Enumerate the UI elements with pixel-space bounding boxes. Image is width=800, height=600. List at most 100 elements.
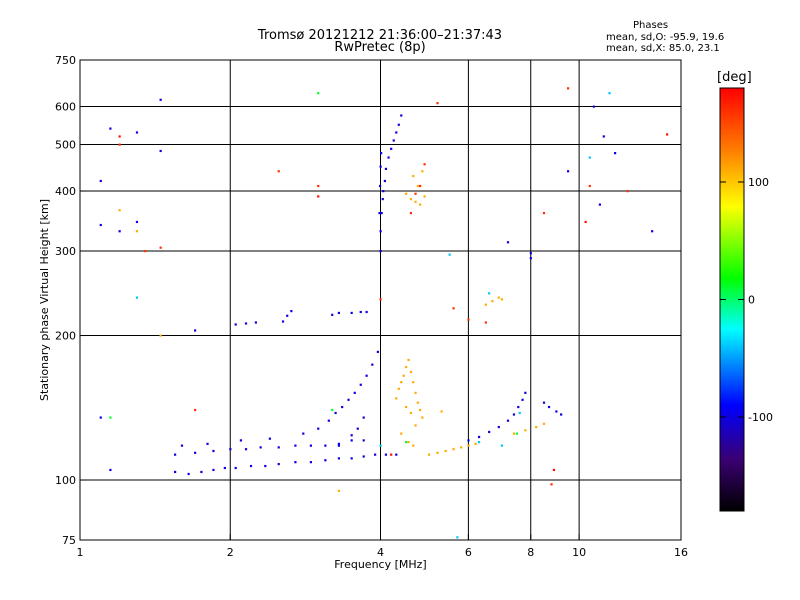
data-point [381, 198, 384, 201]
data-point [395, 453, 398, 456]
data-point [484, 303, 487, 306]
data-point [400, 114, 403, 117]
data-point [173, 470, 177, 474]
data-point [187, 472, 190, 476]
x-tick-label: 10 [572, 546, 586, 559]
data-point [467, 444, 470, 447]
data-point [390, 453, 393, 456]
data-point [387, 156, 390, 159]
x-tick-label: 4 [377, 546, 384, 559]
colorbar-unit-label: [deg] [717, 70, 752, 85]
data-point [412, 444, 415, 447]
data-point [613, 152, 617, 155]
data-point [567, 170, 570, 173]
data-point [359, 310, 362, 314]
data-point [598, 203, 601, 206]
data-point [448, 253, 451, 256]
data-point [423, 195, 426, 198]
data-point [212, 449, 215, 453]
data-point [194, 329, 197, 332]
data-point [409, 212, 412, 215]
data-point [356, 427, 359, 430]
data-point [350, 311, 353, 315]
data-point [365, 310, 368, 314]
data-point [497, 296, 500, 299]
y-tick-label: 600 [55, 101, 76, 114]
data-point [392, 139, 395, 142]
data-point [407, 441, 410, 444]
data-point [118, 209, 121, 212]
data-point [409, 198, 412, 201]
data-point [327, 419, 330, 422]
y-tick-label: 750 [55, 54, 76, 67]
phase-stats-x-mode: mean, sd,X: 85.0, 23.1 [606, 43, 720, 54]
data-point [229, 448, 232, 451]
data-point [194, 408, 197, 412]
data-point [512, 432, 516, 435]
data-point [337, 489, 341, 492]
data-point [380, 212, 383, 215]
data-point [535, 425, 538, 429]
data-point [517, 405, 520, 409]
data-point [547, 405, 551, 409]
data-point [324, 459, 327, 462]
data-point [365, 374, 368, 377]
axis-ticks [79, 59, 682, 541]
data-point [421, 416, 424, 419]
scatter-points [99, 87, 669, 539]
data-point [390, 147, 393, 150]
data-point [488, 292, 491, 295]
data-point [378, 212, 381, 215]
data-point [277, 170, 280, 173]
data-point [371, 363, 374, 366]
colorbar-tick-label: -100 [748, 411, 773, 424]
data-point [362, 439, 365, 442]
data-point [407, 358, 410, 362]
chart-title: Tromsø 20121212 21:36:00–21:37:43 [257, 28, 503, 43]
data-point [309, 444, 312, 447]
data-point [524, 391, 527, 394]
data-point [405, 441, 408, 444]
data-point [474, 442, 477, 445]
data-point [337, 442, 341, 445]
data-point [159, 149, 162, 153]
data-point [419, 203, 422, 206]
data-point [412, 381, 415, 384]
data-point [409, 370, 412, 374]
data-point [374, 453, 377, 456]
data-point [414, 192, 417, 195]
data-point [550, 483, 553, 486]
data-point [331, 313, 334, 316]
data-point [234, 466, 237, 470]
data-point [362, 455, 365, 458]
data-point [414, 391, 417, 394]
data-point [497, 425, 500, 429]
data-point [317, 184, 320, 188]
data-point [212, 468, 215, 472]
data-point [477, 435, 481, 439]
data-point [159, 246, 162, 249]
data-point [414, 424, 417, 427]
data-point [347, 398, 350, 401]
data-point [239, 439, 243, 442]
data-point [337, 457, 341, 460]
data-point [488, 430, 491, 434]
data-point [515, 432, 518, 435]
data-point [567, 87, 570, 90]
data-point [440, 410, 443, 413]
data-point [419, 408, 422, 412]
data-point [294, 444, 297, 447]
data-point [500, 298, 504, 301]
data-point [324, 444, 327, 447]
data-point [477, 441, 481, 444]
data-point [109, 127, 112, 130]
data-point [277, 462, 280, 466]
data-point [560, 413, 563, 416]
data-point [173, 453, 177, 456]
data-point [317, 92, 320, 95]
data-point [309, 461, 312, 464]
data-point [353, 391, 356, 394]
data-point [135, 296, 139, 299]
phase-stats-heading: Phases [633, 20, 669, 31]
data-point [244, 322, 248, 325]
